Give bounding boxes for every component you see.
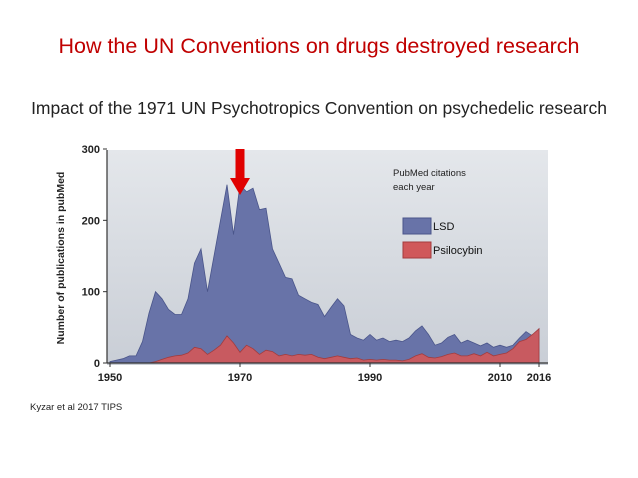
y-tick-label: 200 (82, 215, 100, 227)
citation: Kyzar et al 2017 TIPS (30, 402, 123, 413)
legend: LSD Psilocybin (402, 217, 483, 259)
annotation-line-1: PubMed citations (393, 168, 466, 179)
x-tick-label: 1970 (228, 372, 252, 384)
x-tick-label: 2016 (527, 372, 551, 384)
x-tick-label: 1950 (98, 372, 122, 384)
axis-layer: 0 100 200 300 1950 1970 1990 2010 2016 (82, 144, 552, 384)
y-tick-label: 300 (82, 144, 100, 156)
x-tick-label: 1990 (358, 372, 382, 384)
legend-swatch-lsd (402, 217, 432, 235)
legend-swatch-psilocybin (402, 241, 432, 259)
slide-subtitle: Impact of the 1971 UN Psychotropics Conv… (31, 98, 607, 118)
y-axis-label: Number of publications in pubMed (55, 172, 67, 345)
series-area-psilocybin (110, 327, 540, 364)
arrow-head (230, 178, 250, 195)
legend-label-lsd: LSD (433, 221, 454, 233)
slide-title: How the UN Conventions on drugs destroye… (58, 34, 580, 58)
legend-label-psilocybin: Psilocybin (433, 245, 483, 257)
annotation-line-2: each year (393, 182, 435, 193)
x-tick-label: 2010 (488, 372, 512, 384)
y-tick-label: 0 (94, 358, 100, 370)
arrow-marker (230, 149, 250, 195)
series-layer (109, 183, 540, 364)
series-area-lsd (109, 183, 540, 364)
arrow-shaft (235, 149, 245, 179)
y-tick-label: 100 (82, 287, 100, 299)
